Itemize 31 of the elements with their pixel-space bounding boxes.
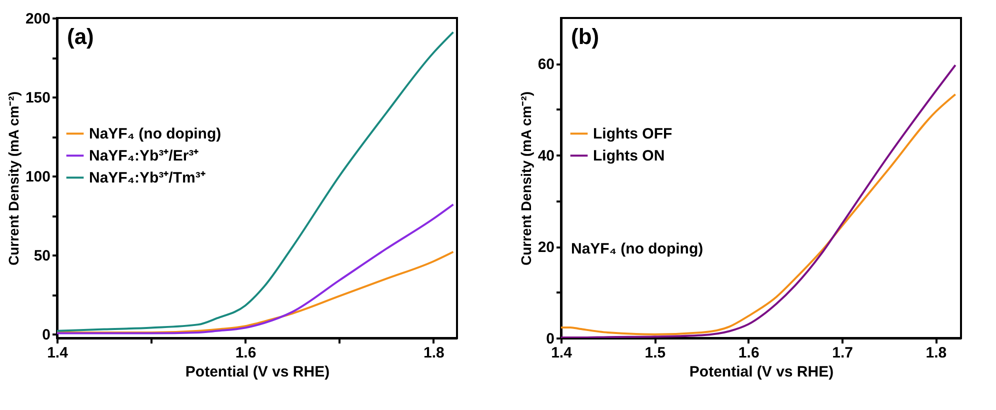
x-axis-title: Potential (V vs RHE) <box>185 364 330 380</box>
y-axis-title: Current Density (mA cm⁻²) <box>5 91 22 266</box>
y-tick-label: 100 <box>25 168 50 186</box>
legend-label: Lights OFF <box>593 126 672 143</box>
annotation: (a) <box>67 24 94 50</box>
x-axis-title: Potential (V vs RHE) <box>689 364 834 380</box>
x-tick-label: 1.5 <box>644 344 666 362</box>
annotation: NaYF₄ (no doping) <box>571 240 704 258</box>
y-axis-title: Current Density (mA cm⁻²) <box>518 91 534 266</box>
y-tick-label: 60 <box>538 56 554 74</box>
y-tick-label: 200 <box>25 10 50 28</box>
x-tick-label: 1.8 <box>926 344 947 362</box>
y-tick-label: 0 <box>546 330 554 348</box>
x-tick-label: 1.6 <box>235 344 256 362</box>
line-series <box>57 250 454 334</box>
y-tick-label: 50 <box>34 248 50 265</box>
y-tick-label: 20 <box>538 239 554 256</box>
line-series <box>57 203 454 334</box>
legend-label: NaYF₄:Yb³⁺/Tm³⁺ <box>89 170 206 187</box>
x-tick-label: 1.4 <box>47 344 69 362</box>
x-tick-label: 1.7 <box>832 344 853 362</box>
legend-label: NaYF₄ (no doping) <box>89 126 222 143</box>
y-tick-label: 150 <box>25 90 50 107</box>
annotation: (b) <box>571 24 600 50</box>
x-tick-label: 1.6 <box>738 344 760 362</box>
legend-label: NaYF₄:Yb³⁺/Er³⁺ <box>89 148 199 165</box>
y-tick-label: 0 <box>42 326 50 344</box>
x-tick-label: 1.8 <box>424 344 444 362</box>
y-tick-label: 40 <box>538 148 554 165</box>
x-tick-label: 1.4 <box>551 344 573 362</box>
legend-label: Lights ON <box>593 148 665 165</box>
